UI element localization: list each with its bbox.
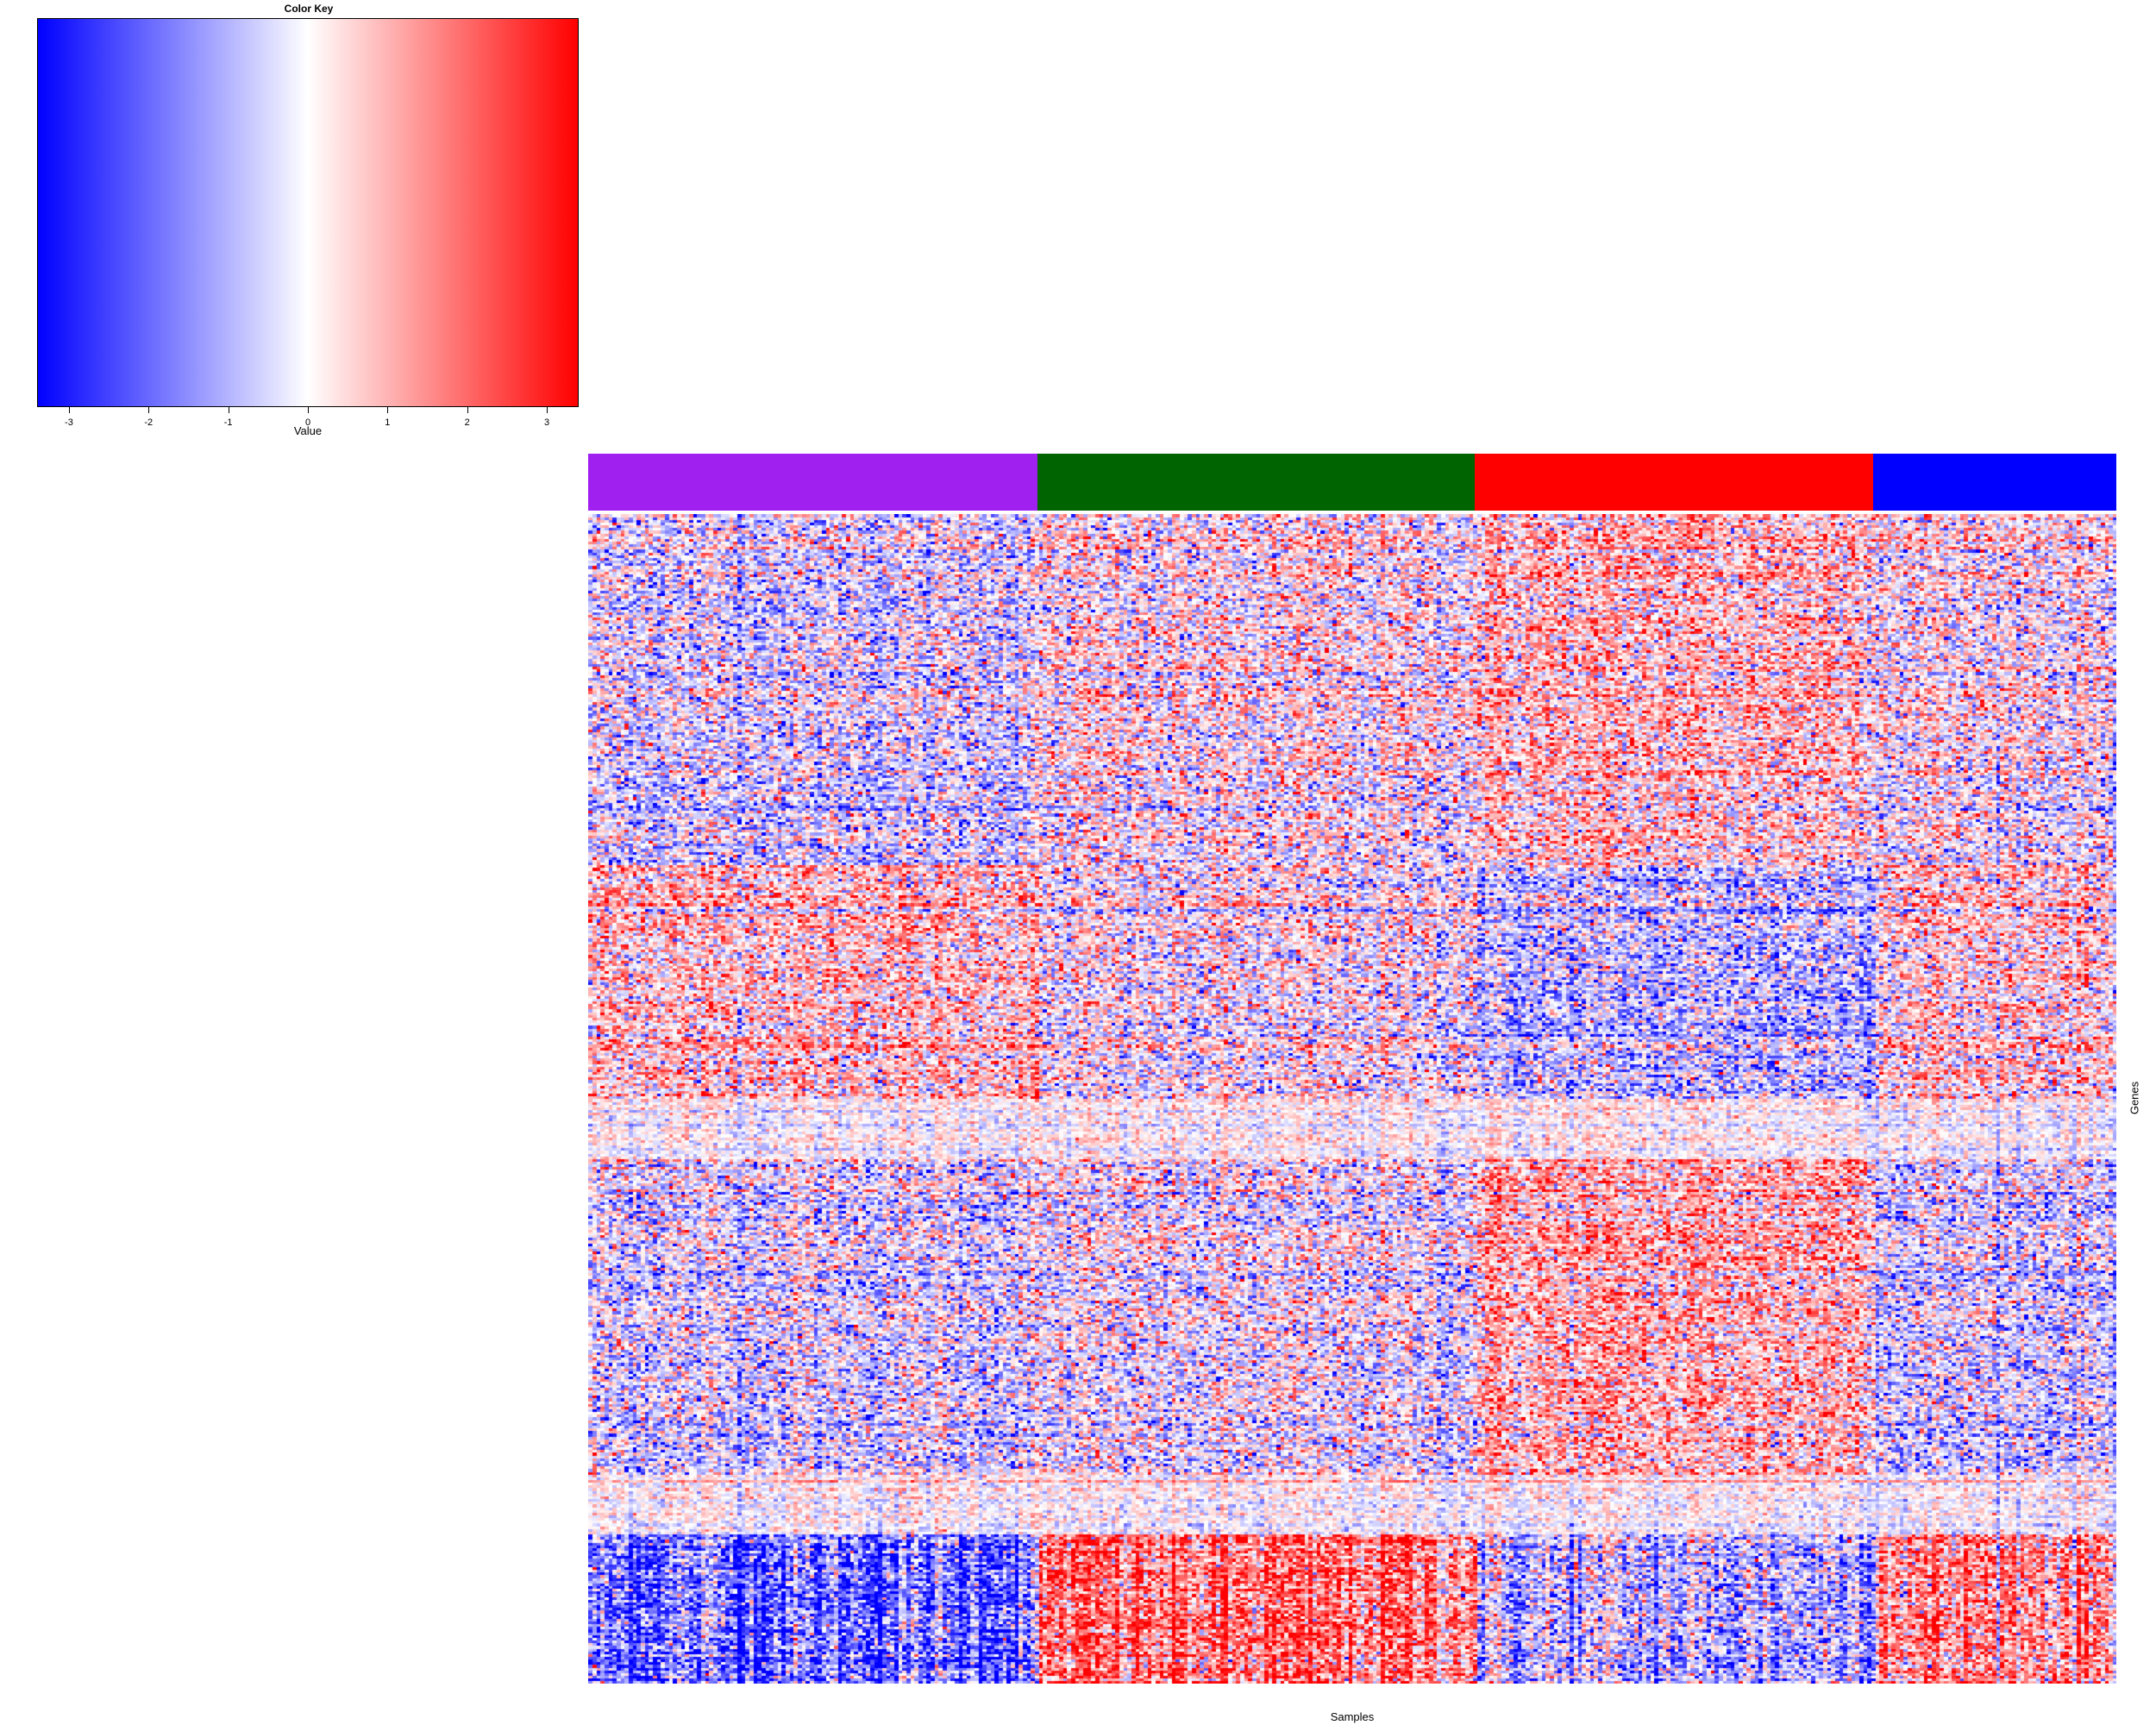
- column-side-colors: [588, 454, 2117, 511]
- color-key-tick: [148, 407, 150, 413]
- color-key-tick: [387, 407, 389, 413]
- heatmap-matrix: [588, 514, 2116, 1684]
- color-key-axis: -3 -2 -1 0 1 2 3: [37, 407, 579, 433]
- column-group-segment: [1474, 454, 1874, 511]
- color-key-tick-label: 3: [543, 417, 550, 428]
- color-key-tick-label: -2: [144, 417, 154, 428]
- color-key-tick-label: 2: [464, 417, 470, 428]
- color-key-tick-label: 0: [304, 417, 311, 428]
- color-key-tick-label: 1: [385, 417, 391, 428]
- color-key-tick-label: -1: [223, 417, 233, 428]
- column-group-segment: [1873, 454, 2117, 511]
- color-key-xlabel: Value: [293, 424, 323, 437]
- color-key-tick: [547, 407, 548, 413]
- x-axis-label: Samples: [1330, 1710, 1375, 1723]
- column-group-segment: [588, 454, 1038, 511]
- color-key-title: Color Key: [284, 3, 334, 15]
- color-key-gradient: [37, 18, 579, 407]
- column-group-segment: [1037, 454, 1476, 511]
- color-key-tick: [308, 407, 309, 413]
- color-key-tick: [467, 407, 468, 413]
- color-key-tick: [68, 407, 70, 413]
- color-key-tick-label: -3: [65, 417, 73, 428]
- y-axis-label: Genes: [2128, 1081, 2141, 1115]
